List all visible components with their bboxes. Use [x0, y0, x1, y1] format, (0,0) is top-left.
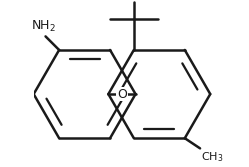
Text: O: O: [117, 88, 127, 101]
Text: NH$_2$: NH$_2$: [31, 19, 56, 34]
Text: CH$_3$: CH$_3$: [201, 150, 223, 164]
